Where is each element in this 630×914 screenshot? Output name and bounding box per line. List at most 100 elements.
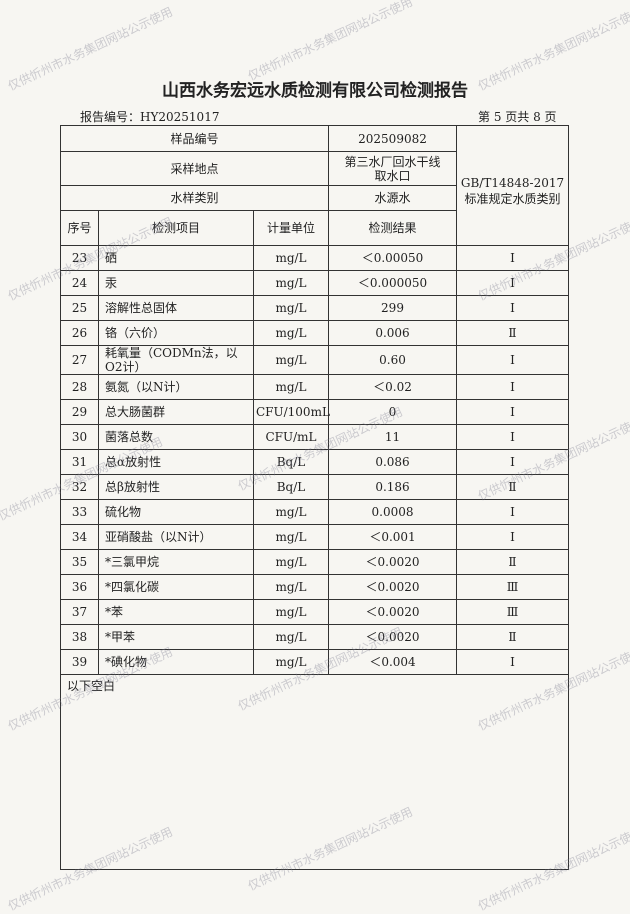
row: 34 亚硝酸盐（以N计） mg/L ＜0.001 Ⅰ	[60, 524, 569, 550]
item: 铬（六价）	[98, 320, 254, 346]
seq: 26	[60, 320, 99, 346]
result: ＜0.0020	[328, 599, 457, 625]
unit: mg/L	[253, 649, 329, 675]
value: 水源水	[328, 185, 457, 211]
result: 11	[328, 424, 457, 450]
seq: 27	[60, 345, 99, 375]
result: ＜0.0020	[328, 574, 457, 600]
label: 采样地点	[60, 151, 329, 186]
unit: mg/L	[253, 345, 329, 375]
unit: CFU/100mL	[253, 399, 330, 425]
unit: mg/L	[253, 499, 329, 525]
class: Ⅰ	[456, 449, 569, 475]
label: 样品编号	[60, 125, 329, 152]
item: *苯	[98, 599, 254, 625]
column-header: 检测结果	[328, 210, 457, 246]
item: 硫化物	[98, 499, 254, 525]
item: 溶解性总固体	[98, 295, 254, 321]
unit: mg/L	[253, 320, 329, 346]
row: 26 铬（六价） mg/L 0.006 Ⅱ	[60, 320, 569, 346]
watermark: 仅供忻州市水务集团网站公示使用	[245, 0, 415, 84]
unit: mg/L	[253, 374, 329, 400]
seq: 34	[60, 524, 99, 550]
item: 硒	[98, 245, 254, 271]
result: ＜0.000050	[328, 270, 457, 296]
item: 亚硝酸盐（以N计）	[98, 524, 254, 550]
item: *四氯化碳	[98, 574, 254, 600]
class: Ⅰ	[456, 499, 569, 525]
item: *甲苯	[98, 624, 254, 650]
unit: mg/L	[253, 295, 329, 321]
class: Ⅰ	[456, 374, 569, 400]
item: 总α放射性	[98, 449, 254, 475]
result: 0.086	[328, 449, 457, 475]
class: Ⅰ	[456, 270, 569, 296]
result: 0.006	[328, 320, 457, 346]
seq: 24	[60, 270, 99, 296]
item: *三氯甲烷	[98, 549, 254, 575]
row: 29 总大肠菌群 CFU/100mL 0 Ⅰ	[60, 399, 569, 425]
report-number: 报告编号：HY20251017	[80, 110, 220, 124]
unit: Bq/L	[253, 474, 329, 500]
value: 第三水厂回水干线取水口	[328, 151, 457, 186]
class: Ⅱ	[456, 320, 569, 346]
item: 总大肠菌群	[98, 399, 254, 425]
seq: 38	[60, 624, 99, 650]
seq: 37	[60, 599, 99, 625]
result: ＜0.0020	[328, 624, 457, 650]
class: Ⅱ	[456, 624, 569, 650]
seq: 25	[60, 295, 99, 321]
row: 28 氨氮（以N计） mg/L ＜0.02 Ⅰ	[60, 374, 569, 400]
row: 25 溶解性总固体 mg/L 299 Ⅰ	[60, 295, 569, 321]
row: 36 *四氯化碳 mg/L ＜0.0020 Ⅲ	[60, 574, 569, 600]
result: ＜0.00050	[328, 245, 457, 271]
value: 202509082	[328, 125, 457, 152]
label: 水样类别	[60, 185, 329, 211]
page-info: 第 5 页共 8 页	[478, 110, 557, 124]
item: 耗氧量（CODMn法，以O2计）	[98, 345, 254, 375]
unit: CFU/mL	[253, 424, 329, 450]
seq: 36	[60, 574, 99, 600]
result: 0.186	[328, 474, 457, 500]
class: Ⅰ	[456, 524, 569, 550]
class: Ⅰ	[456, 245, 569, 271]
row: 38 *甲苯 mg/L ＜0.0020 Ⅱ	[60, 624, 569, 650]
column-header: 计量单位	[253, 210, 329, 246]
seq: 28	[60, 374, 99, 400]
standard: GB/T14848-2017 标准规定水质类别	[456, 125, 569, 246]
item: 菌落总数	[98, 424, 254, 450]
unit: mg/L	[253, 245, 329, 271]
seq: 30	[60, 424, 99, 450]
row: 30 菌落总数 CFU/mL 11 Ⅰ	[60, 424, 569, 450]
class: Ⅲ	[456, 574, 569, 600]
unit: mg/L	[253, 270, 329, 296]
unit: mg/L	[253, 574, 329, 600]
column-header: 序号	[60, 210, 99, 246]
footer: 以下空白	[60, 674, 569, 870]
row: 24 汞 mg/L ＜0.000050 Ⅰ	[60, 270, 569, 296]
unit: mg/L	[253, 524, 329, 550]
class: Ⅲ	[456, 599, 569, 625]
class: Ⅰ	[456, 424, 569, 450]
result-table: 样品编号 202509082 GB/T14848-2017 标准规定水质类别 采样地…	[60, 125, 569, 870]
row: 27 耗氧量（CODMn法，以O2计） mg/L 0.60 Ⅰ	[60, 345, 569, 375]
item: 总β放射性	[98, 474, 254, 500]
result: 0	[328, 399, 457, 425]
seq: 32	[60, 474, 99, 500]
item: 汞	[98, 270, 254, 296]
class: Ⅰ	[456, 399, 569, 425]
class: Ⅰ	[456, 649, 569, 675]
seq: 35	[60, 549, 99, 575]
row: 39 *碘化物 mg/L ＜0.004 Ⅰ	[60, 649, 569, 675]
row: 31 总α放射性 Bq/L 0.086 Ⅰ	[60, 449, 569, 475]
item: 氨氮（以N计）	[98, 374, 254, 400]
class: Ⅰ	[456, 345, 569, 375]
row: 35 *三氯甲烷 mg/L ＜0.0020 Ⅱ	[60, 549, 569, 575]
unit: mg/L	[253, 624, 329, 650]
unit: mg/L	[253, 599, 329, 625]
result: 0.60	[328, 345, 457, 375]
result: ＜0.0020	[328, 549, 457, 575]
seq: 39	[60, 649, 99, 675]
result: 299	[328, 295, 457, 321]
